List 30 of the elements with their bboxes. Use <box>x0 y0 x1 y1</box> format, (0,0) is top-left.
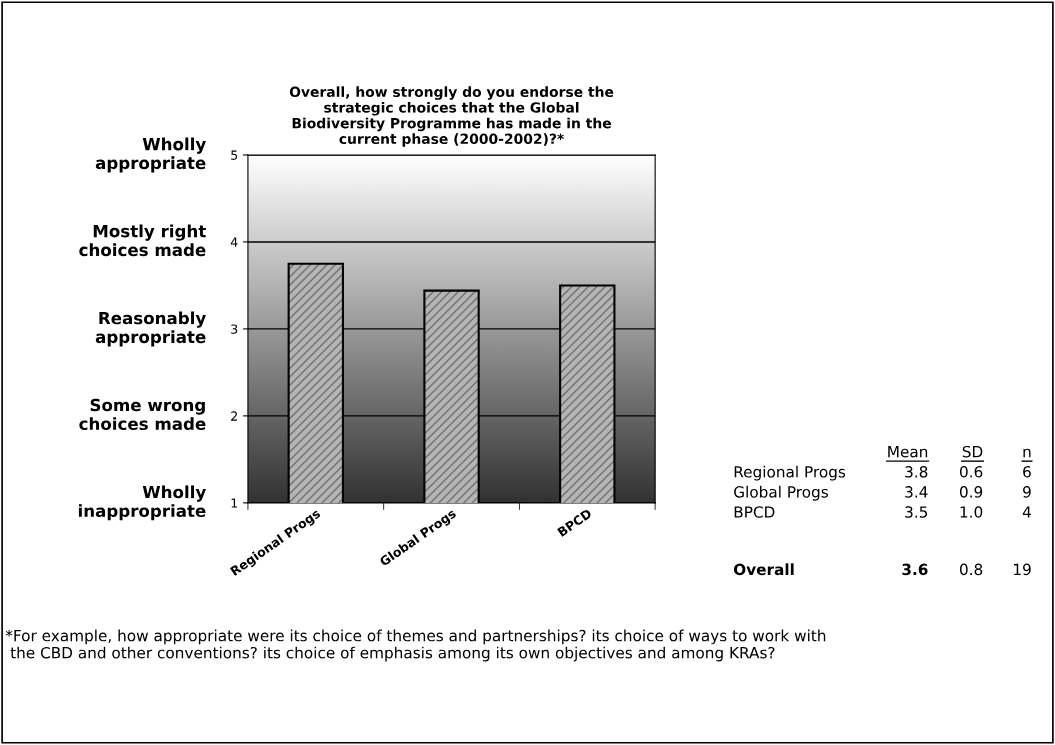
text: Global Progs <box>734 485 828 501</box>
text: 0.8 <box>959 563 983 576</box>
text: Mostly right choices made <box>79 224 206 257</box>
text: Wholly appropriate <box>95 137 206 173</box>
text: 3.4 <box>905 486 928 498</box>
text: 19 <box>1014 563 1031 576</box>
text: 0.9 <box>959 486 983 498</box>
text: Reasonably appropriate <box>95 311 206 347</box>
text: n <box>1023 448 1031 458</box>
text: 3.5 <box>905 506 928 518</box>
text: SD <box>962 445 983 458</box>
text: 0.6 <box>959 466 983 478</box>
y-tick-label: 1 <box>231 498 238 508</box>
y-tick-label: 2 <box>231 411 237 421</box>
text: 4 <box>1022 506 1031 518</box>
text: 3.8 <box>905 466 928 478</box>
text: Mean <box>888 446 928 458</box>
y-tick-label: 5 <box>231 150 238 160</box>
text: Some wrong choices made <box>79 398 206 431</box>
chart-title: Overall, how strongly do you endorse the strategic choices that the Global Biodiversity Programme has made in the current phase (2000-2002)?* <box>289 86 614 147</box>
text: Overall <box>733 563 794 576</box>
text: 9 <box>1023 486 1031 498</box>
y-tick-label: 4 <box>230 237 238 247</box>
text: 6 <box>1023 466 1031 478</box>
text: Wholly inappropriate <box>78 485 206 521</box>
y-tick-label: 3 <box>231 324 238 334</box>
text: *For example, how appropriate were its choice of themes and partnerships? its choice of ways to work with the CBD and other conventions? its choice of emphasis among its own objectives and among KRAs? <box>5 629 826 662</box>
text: 1.0 <box>960 506 983 518</box>
text: Regional Progs <box>734 465 846 481</box>
text: 3.6 <box>902 563 928 576</box>
